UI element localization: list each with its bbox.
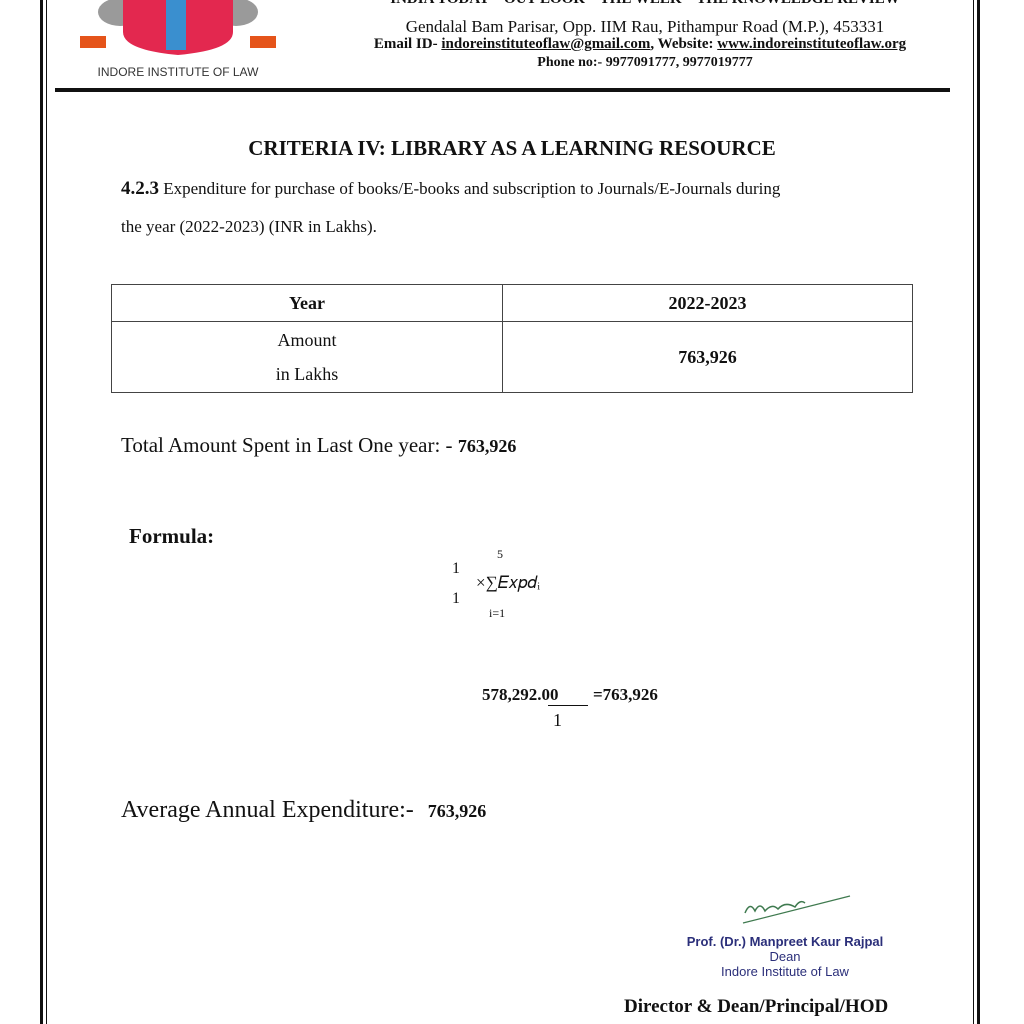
average-label: Average Annual Expenditure:- [121,797,420,823]
formula-den: 1 [452,590,460,607]
header-tagline: INDIA TODAY – OUT LOOK – THE WEEK – THE … [330,0,960,8]
logo-emblem-icon [80,0,276,55]
email-label: Email ID- [373,36,442,52]
total-label: Total Amount Spent in Last One year: - [121,433,458,457]
calc-numerator: 578,292.00 [482,685,559,704]
table-header-row: Year 2022-2023 [111,284,913,322]
section-text: Expenditure for purchase of books/E-book… [159,179,781,198]
page-title: CRITERIA IV: LIBRARY AS A LEARNING RESOU… [248,136,776,160]
total-value: 763,926 [457,436,517,456]
formula-lower: i=1 [489,606,506,620]
border-right-outer [977,0,980,1024]
average-value: 763,926 [427,801,487,821]
signatory-org: Indore Institute of Law [721,964,849,979]
signatory-designation: Director & Dean/Principal/HOD [624,996,889,1017]
website-label: , Website: [650,36,718,52]
section-heading: 4.2.3 Expenditure for purchase of books/… [121,178,780,200]
signatory-role: Dean [769,949,801,964]
header-year: Year [111,284,503,322]
border-left-outer [40,0,43,1024]
fraction-bar [548,705,588,706]
header-contact: Email ID- indoreinstituteoflaw@gmail.com… [320,36,960,53]
section-number: 4.2.3 [121,178,159,199]
calc-denominator: 1 [553,710,562,730]
total-line: Total Amount Spent in Last One year: - 7… [121,433,516,458]
header-phone: Phone no:- 9977091777, 9977019777 [537,55,753,70]
formula-label: Formula: [129,524,215,548]
average-line: Average Annual Expenditure:- 763,926 [121,797,486,824]
row-label: Amount in Lakhs [111,321,503,393]
header-divider [55,88,950,92]
logo-text: INDORE INSTITUTE OF LAW [97,65,259,79]
header-address: Gendalal Bam Parisar, Opp. IIM Rau, Pith… [405,17,885,36]
institute-logo: INDORE INSTITUTE OF LAW [78,0,278,79]
signatory-name: Prof. (Dr.) Manpreet Kaur Rajpal [686,934,884,949]
border-right-inner [973,0,974,1024]
expenditure-table: Year 2022-2023 Amount in Lakhs 763,926 [111,284,913,393]
email-link[interactable]: indoreinstituteoflaw@gmail.com [441,36,651,52]
signature-icon [742,895,851,924]
row-value: 763,926 [502,321,913,393]
section-text-2: the year (2022-2023) (INR in Lakhs). [121,217,377,236]
website-link[interactable]: www.indoreinstituteoflaw.org [717,36,907,52]
formula-expr: ×∑𝐸𝑥𝑝𝑑ᵢ [476,573,541,592]
formula-num: 1 [452,560,460,577]
header-period: 2022-2023 [502,284,913,322]
table-row: Amount in Lakhs 763,926 [111,321,913,393]
calc-result: =763,926 [593,685,658,704]
border-left-inner [46,0,47,1024]
formula-upper: 5 [497,547,503,561]
